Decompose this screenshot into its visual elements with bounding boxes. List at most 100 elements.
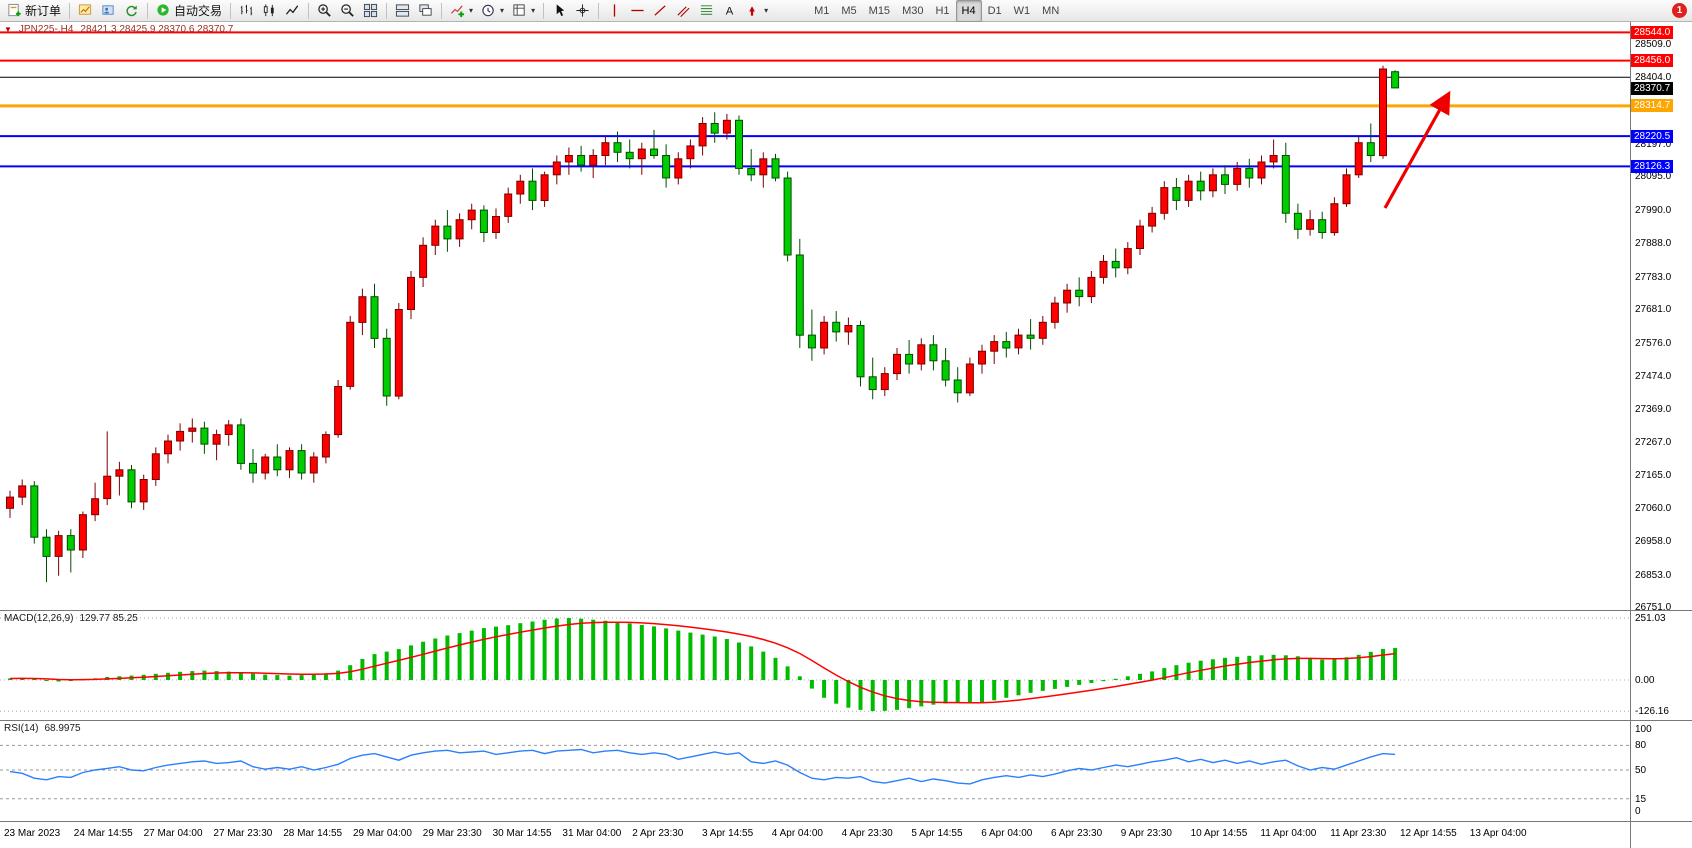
toolbar: 新订单 自动交易 ▾ ▾ ▾ A ▾ M1 M5 M15 M30 H1 H4 D1 W1 MN 1 xyxy=(0,0,1692,22)
bar-chart-button[interactable] xyxy=(235,0,258,22)
price-tick: 27576.0 xyxy=(1635,337,1672,349)
button-label: 自动交易 xyxy=(174,4,223,18)
timeframe-w1[interactable]: W1 xyxy=(1013,4,1031,17)
horizontal-line-button[interactable] xyxy=(626,0,649,22)
vline-icon xyxy=(613,4,616,17)
timeframe-m15[interactable]: M15 xyxy=(868,4,891,17)
macd-axis[interactable]: 251.03 0.00 -126.16 xyxy=(1630,611,1692,720)
time-label: 11 Apr 04:00 xyxy=(1260,828,1317,839)
trendline-icon xyxy=(654,5,666,16)
time-label: 12 Apr 14:55 xyxy=(1400,828,1457,839)
rsi-tick: 50 xyxy=(1635,765,1647,776)
timeframe-m30[interactable]: M30 xyxy=(902,4,924,17)
symbol-name: JPN225-,H4 xyxy=(18,24,74,35)
time-label: 31 Mar 04:00 xyxy=(562,828,622,839)
toolbar-separator xyxy=(147,2,149,19)
candlestick-chart[interactable] xyxy=(0,22,1630,610)
price-axis[interactable]: 28509.0 28404.0 28197.0 28095.0 27990.0 27888… xyxy=(1630,22,1692,613)
timeframe-d1[interactable]: D1 xyxy=(987,4,1002,17)
cursor-button[interactable] xyxy=(548,0,571,22)
macd-chart[interactable] xyxy=(0,611,1630,720)
price-tick: 28509.0 xyxy=(1635,38,1672,50)
indicator-add-icon xyxy=(451,5,465,18)
main-chart-panel[interactable]: ▼ JPN225-,H4 28421.3 28425.9 28370.6 283… xyxy=(0,22,1692,613)
arrows-button[interactable]: ▾ xyxy=(741,0,772,22)
price-tick: 27990.0 xyxy=(1635,205,1672,217)
text-icon: A xyxy=(726,6,734,18)
time-label: 28 Mar 14:55 xyxy=(283,828,343,839)
symbol-ohlc-label: ▼ JPN225-,H4 28421.3 28425.9 28370.6 283… xyxy=(4,24,233,35)
time-label: 4 Apr 23:30 xyxy=(841,828,893,839)
time-label: 11 Apr 23:30 xyxy=(1330,828,1387,839)
timeframe-h4[interactable]: H4 xyxy=(955,0,982,22)
time-label: 27 Mar 04:00 xyxy=(143,828,203,839)
price-badge-28544.0: 28544.0 xyxy=(1631,25,1674,39)
arrows-icon xyxy=(749,6,755,16)
macd-signal-line xyxy=(9,621,1396,704)
price-tick: 28404.0 xyxy=(1635,72,1672,84)
time-label: 29 Mar 04:00 xyxy=(353,828,412,839)
channel-icon xyxy=(677,6,690,17)
new-order-button[interactable]: 新订单 xyxy=(3,0,65,22)
tile-windows-button[interactable] xyxy=(359,0,382,22)
templates-button[interactable]: ▾ xyxy=(508,0,539,22)
price-tick: 27783.0 xyxy=(1635,271,1672,283)
timeframe-mn[interactable]: MN xyxy=(1042,4,1060,17)
candlestick-chart-button[interactable] xyxy=(258,0,281,22)
tile-icon xyxy=(363,3,378,18)
new-chart-button[interactable] xyxy=(74,0,97,22)
time-axis[interactable]: 23 Mar 2023 24 Mar 14:55 27 Mar 04:00 27 Ma… xyxy=(0,822,1692,848)
macd-label: MACD(12,26,9) 129.77 85.25 xyxy=(4,613,138,624)
rsi-chart[interactable] xyxy=(0,721,1630,821)
crosshair-button[interactable] xyxy=(571,0,594,22)
timeframe-h1[interactable]: H1 xyxy=(935,4,950,17)
vertical-line-button[interactable] xyxy=(603,0,626,22)
periods-button[interactable]: ▾ xyxy=(477,0,508,22)
cascade-windows-button[interactable] xyxy=(414,0,437,22)
refresh-button[interactable] xyxy=(120,0,143,22)
zoom-out-button[interactable] xyxy=(336,0,359,22)
trend-arrow-annotation[interactable] xyxy=(1383,90,1451,209)
zoom-in-icon xyxy=(318,4,331,17)
ohlc-quote: 28421.3 28425.9 28370.6 28370.7 xyxy=(80,24,234,35)
macd-histogram xyxy=(8,618,1398,712)
zoom-in-button[interactable] xyxy=(313,0,336,22)
autotrade-icon xyxy=(157,4,169,16)
channel-button[interactable] xyxy=(672,0,695,22)
price-badge-28126.3: 28126.3 xyxy=(1631,159,1674,173)
dropdown-caret-icon: ▾ xyxy=(500,5,505,15)
timeframe-m5[interactable]: M5 xyxy=(841,4,857,17)
time-label: 2 Apr 23:30 xyxy=(632,828,684,839)
macd-panel[interactable]: MACD(12,26,9) 129.77 85.25 251.03 0.00 -12… xyxy=(0,611,1692,721)
toolbar-separator xyxy=(230,2,232,19)
time-label: 4 Apr 04:00 xyxy=(771,828,823,839)
time-label: 30 Mar 14:55 xyxy=(492,828,552,839)
macd-tick: 251.03 xyxy=(1635,613,1666,624)
hline-icon xyxy=(631,9,644,12)
notification-badge[interactable]: 1 xyxy=(1672,3,1687,18)
auto-trading-button[interactable]: 自动交易 xyxy=(152,0,226,22)
profiles-button[interactable] xyxy=(97,0,120,22)
toolbar-separator xyxy=(543,2,545,19)
trendline-button[interactable] xyxy=(649,0,672,22)
text-button[interactable]: A xyxy=(718,0,741,22)
fibonacci-button[interactable] xyxy=(695,0,718,22)
price-badge-28456.0: 28456.0 xyxy=(1631,54,1674,68)
price-tick: 26958.0 xyxy=(1635,536,1672,547)
toolbar-separator xyxy=(308,2,310,19)
time-label: 27 Mar 23:30 xyxy=(213,828,273,839)
rsi-indicator-name: RSI(14) xyxy=(4,723,39,734)
rsi-axis[interactable]: 100 80 50 15 0 xyxy=(1630,721,1692,821)
fibo-icon xyxy=(700,5,713,15)
rsi-tick: 100 xyxy=(1635,724,1652,735)
timeframe-m1[interactable]: M1 xyxy=(814,4,830,17)
rsi-line xyxy=(9,748,1396,785)
arrange-windows-button[interactable] xyxy=(391,0,414,22)
refresh-icon xyxy=(126,5,137,17)
line-chart-button[interactable] xyxy=(281,0,304,22)
linechart-icon xyxy=(285,5,299,15)
rsi-panel[interactable]: RSI(14) 68.9975 100 80 50 15 0 xyxy=(0,721,1692,822)
arrange-icon xyxy=(395,4,410,17)
indicators-button[interactable]: ▾ xyxy=(446,0,477,22)
time-label: 6 Apr 04:00 xyxy=(981,828,1033,839)
